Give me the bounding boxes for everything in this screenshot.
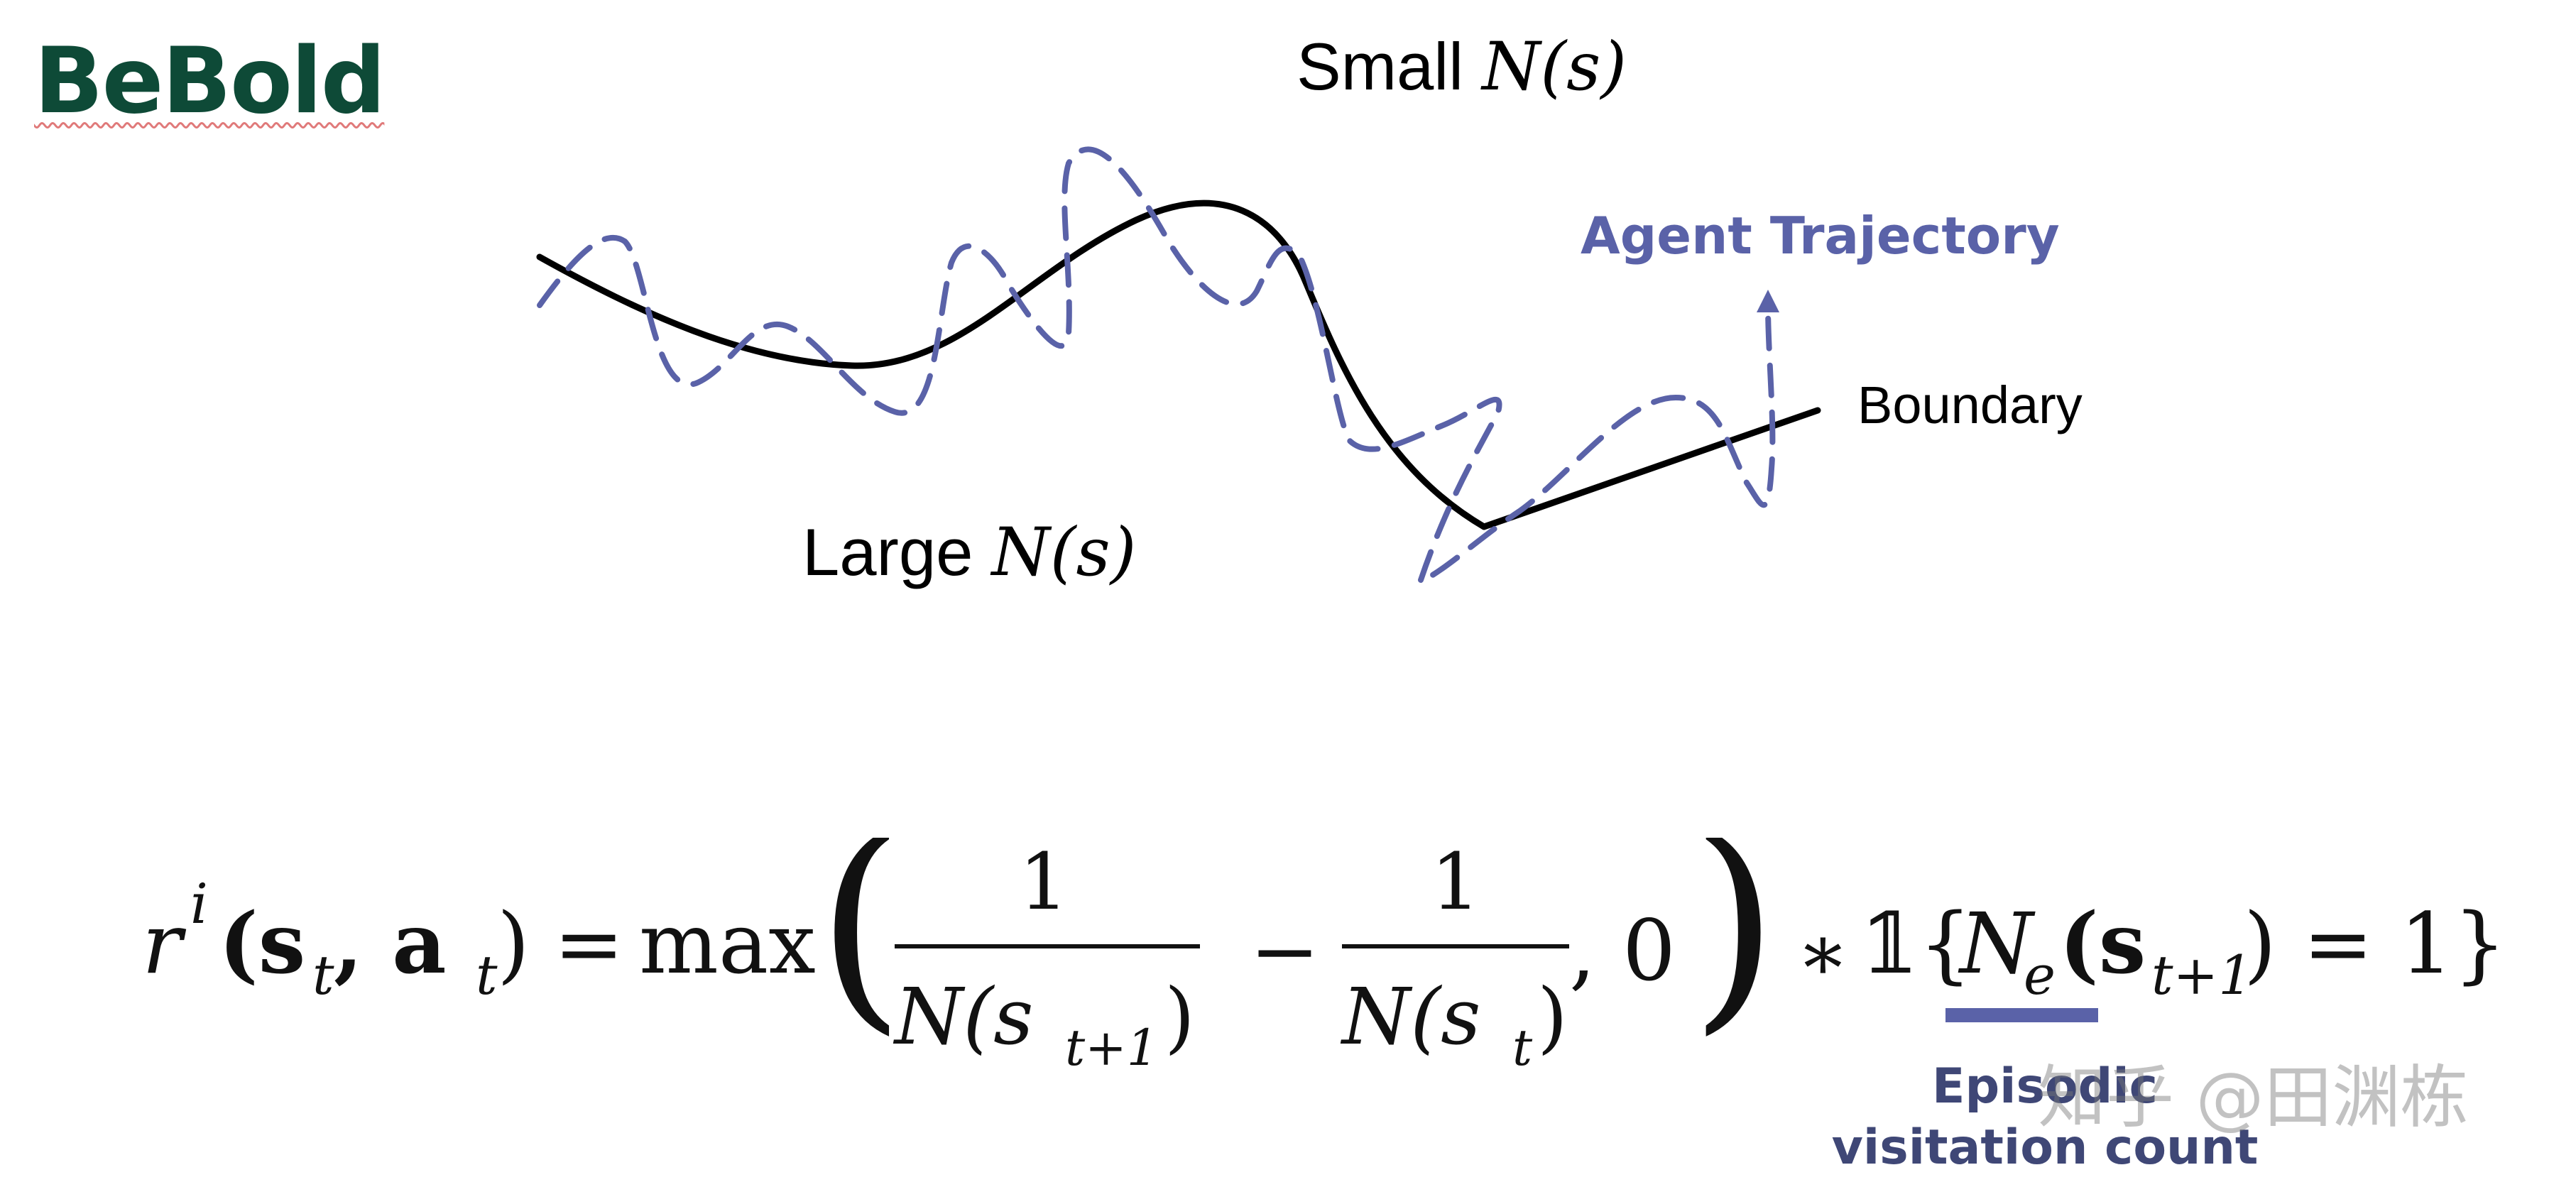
formula-lhs-args: (s [219,894,305,992]
formula: r i (s t , a t ) = max ( 1 N(s t+1 ) − 1… [142,838,2506,1077]
formula-lhs-close: ) [497,895,530,992]
formula-indicator: 𝟙{ [1860,895,1972,992]
formula-frac1-den: N(s [893,971,1034,1062]
formula-ne-args: (s [2059,894,2146,992]
formula-frac1-bar [895,944,1200,948]
formula-r-sup: i [190,873,208,936]
formula-frac2-num: 1 [1431,838,1480,927]
formula-ne-args-sub: t+1 [2151,943,2253,1007]
formula-frac1-num: 1 [1019,838,1069,927]
formula-frac1-den-sub: t+1 [1065,1019,1158,1077]
episodic-line2: visitation count [1831,1120,2259,1176]
formula-lhs-t: t [312,943,334,1007]
boundary-label: Boundary [1857,376,2083,434]
formula-frac2-bar [1342,944,1569,948]
formula-frac2-den-sub: t [1512,1019,1533,1077]
slide-title: BeBold [34,28,386,134]
formula-lhs-comma: , a [334,894,447,992]
formula-big-paren-close: ) [1690,838,1779,1055]
formula-frac1-den-close: ) [1164,971,1195,1062]
formula-max: max [639,895,816,992]
agent-trajectory-path [537,146,1776,585]
trajectory-arrowhead [1757,290,1779,312]
formula-ne-sub: e [2024,943,2056,1007]
formula-times: ∗ [1796,907,1850,998]
episodic-annotation: Episodic visitation count [1690,1056,2400,1178]
large-ns-prefix: Large [802,515,992,589]
episodic-line1: Episodic [1932,1059,2158,1115]
formula-ne: N [1958,895,2036,992]
formula-equals: = [554,895,624,992]
ne-underline [1945,1008,2098,1022]
formula-lhs-t2: t [476,943,498,1007]
formula-minus: − [1250,902,1320,1000]
large-ns-label: Large N(s) [802,514,1136,591]
formula-frac2-den-close: ) [1537,971,1568,1062]
boundary-curve [536,199,1821,530]
formula-r: r [142,895,187,992]
small-ns-prefix: Small [1297,29,1483,104]
small-ns-label: Small N(s) [1297,28,1627,106]
agent-trajectory-label: Agent Trajectory [1581,206,2060,266]
formula-big-paren-open: ( [817,838,905,1055]
large-ns-math: N(s) [991,514,1137,591]
watermark: 知乎 @田渊栋 [2038,1058,2469,1137]
small-ns-math: N(s) [1482,28,1627,106]
formula-frac2-den: N(s [1340,971,1481,1062]
formula-ne-rest: ) = 1} [2244,895,2506,992]
formula-tail: , 0 [1569,902,1676,1000]
